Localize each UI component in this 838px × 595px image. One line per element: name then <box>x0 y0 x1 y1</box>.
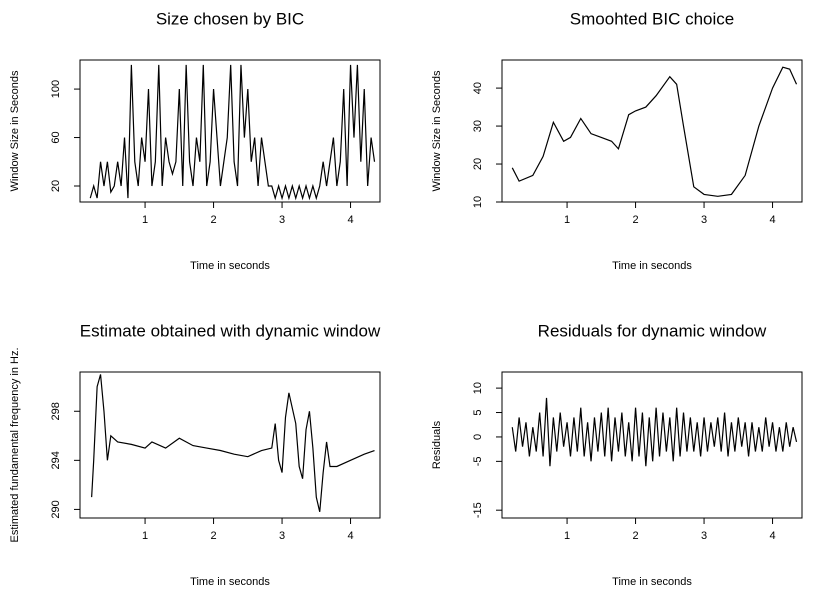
x-tick-label: 2 <box>632 214 638 226</box>
x-tick-label: 4 <box>769 214 775 226</box>
x-tick-label: 2 <box>632 530 638 542</box>
y-tick-label: -15 <box>472 502 484 518</box>
y-tick-label: 60 <box>50 131 62 143</box>
x-axis-label: Time in seconds <box>190 576 270 588</box>
y-tick-label: 294 <box>50 451 62 469</box>
panel-title: Residuals for dynamic window <box>538 321 767 340</box>
x-tick-label: 2 <box>210 530 216 542</box>
panel-title: Size chosen by BIC <box>156 9 304 28</box>
data-line <box>511 66 798 197</box>
panel: Estimate obtained with dynamic window Tim… <box>9 321 381 587</box>
panel-title: Smoohted BIC choice <box>570 9 734 28</box>
x-tick-label: 4 <box>347 530 353 542</box>
plot-frame <box>79 371 381 519</box>
x-axis-label: Time in seconds <box>612 576 692 588</box>
x-tick-label: 1 <box>564 530 570 542</box>
y-tick-label: -5 <box>472 456 484 466</box>
plot-frame <box>501 59 803 203</box>
x-tick-label: 3 <box>279 530 285 542</box>
x-tick-label: 4 <box>347 214 353 226</box>
y-tick-label: 30 <box>472 120 484 132</box>
y-tick-label: 40 <box>472 82 484 94</box>
panel: Residuals for dynamic window Time in seco… <box>431 321 803 588</box>
x-tick-label: 3 <box>279 214 285 226</box>
x-tick-label: 3 <box>701 214 707 226</box>
data-line <box>89 64 376 201</box>
panel: Smoohted BIC choice Time in seconds Window… <box>431 9 803 272</box>
y-tick-label: 20 <box>472 158 484 170</box>
y-axis-label: Window Size in Seconds <box>431 70 443 192</box>
x-tick-label: 1 <box>142 530 148 542</box>
plot-frame <box>79 59 381 203</box>
x-axis-label: Time in seconds <box>190 260 270 272</box>
plot-frame <box>501 371 803 519</box>
data-line <box>511 397 798 467</box>
y-axis-label: Window Size in Seconds <box>9 70 21 192</box>
x-tick-label: 1 <box>564 214 570 226</box>
y-tick-label: 290 <box>50 500 62 518</box>
y-tick-label: 298 <box>50 402 62 420</box>
y-tick-label: 0 <box>472 434 484 440</box>
x-axis-label: Time in seconds <box>612 260 692 272</box>
y-tick-label: 100 <box>50 80 62 98</box>
panel: Size chosen by BIC Time in seconds Window … <box>9 9 381 272</box>
y-tick-label: 10 <box>472 196 484 208</box>
x-tick-label: 4 <box>769 530 775 542</box>
y-tick-label: 10 <box>472 382 484 394</box>
x-tick-label: 2 <box>210 214 216 226</box>
data-line <box>91 374 375 513</box>
y-axis-label: Estimated fundamental frequency in Hz. <box>9 347 21 542</box>
x-tick-label: 3 <box>701 530 707 542</box>
y-tick-label: 5 <box>472 409 484 415</box>
y-axis-label: Residuals <box>431 420 443 469</box>
x-tick-label: 1 <box>142 214 148 226</box>
panel-title: Estimate obtained with dynamic window <box>80 321 381 340</box>
y-tick-label: 20 <box>50 180 62 192</box>
